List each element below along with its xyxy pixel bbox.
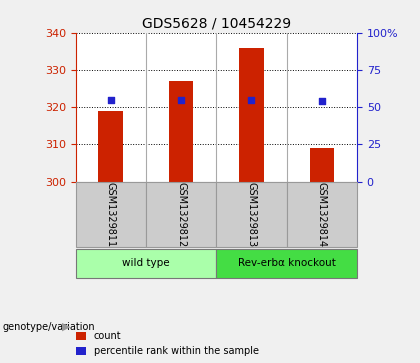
Point: [248, 97, 255, 103]
Bar: [76, 182, 146, 247]
Point: [108, 97, 114, 103]
Title: GDS5628 / 10454229: GDS5628 / 10454229: [142, 16, 291, 30]
Point: [178, 97, 184, 103]
Text: Rev-erbα knockout: Rev-erbα knockout: [238, 258, 336, 268]
Text: genotype/variation: genotype/variation: [2, 322, 95, 332]
Bar: [146, 182, 216, 247]
Legend: count, percentile rank within the sample: count, percentile rank within the sample: [76, 331, 259, 356]
Bar: [216, 249, 357, 278]
Text: GSM1329812: GSM1329812: [176, 182, 186, 247]
Point: [318, 98, 325, 104]
Text: GSM1329811: GSM1329811: [106, 182, 116, 247]
Bar: [216, 182, 286, 247]
Text: ▶: ▶: [62, 322, 71, 332]
Text: GSM1329813: GSM1329813: [247, 182, 257, 247]
Bar: [239, 48, 264, 182]
Bar: [98, 111, 123, 182]
Bar: [169, 81, 194, 182]
Bar: [76, 249, 216, 278]
Text: GSM1329814: GSM1329814: [317, 182, 327, 247]
Bar: [310, 148, 334, 182]
Bar: [286, 182, 357, 247]
Text: wild type: wild type: [122, 258, 170, 268]
